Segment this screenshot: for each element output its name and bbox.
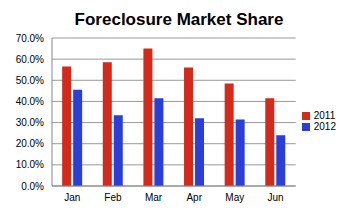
- svg-text:50.0%: 50.0%: [16, 75, 44, 86]
- svg-text:Jan: Jan: [64, 192, 80, 203]
- svg-text:Feb: Feb: [104, 192, 122, 203]
- svg-text:60.0%: 60.0%: [16, 54, 44, 65]
- svg-text:May: May: [225, 192, 244, 203]
- svg-text:70.0%: 70.0%: [16, 33, 44, 44]
- svg-text:10.0%: 10.0%: [16, 159, 44, 170]
- html-text:Foreclosure Market Share: Foreclosure Market Share: [74, 10, 284, 29]
- svg-text:Mar: Mar: [145, 192, 163, 203]
- html-text:2012: 2012: [313, 121, 336, 132]
- svg-text:40.0%: 40.0%: [16, 96, 44, 107]
- svg-text:0.0%: 0.0%: [21, 181, 44, 192]
- svg-text:20.0%: 20.0%: [16, 138, 44, 149]
- svg-text:Apr: Apr: [186, 192, 202, 203]
- html-text:2011: 2011: [313, 110, 336, 121]
- svg-text:30.0%: 30.0%: [16, 117, 44, 128]
- svg-text:Jun: Jun: [267, 192, 283, 203]
